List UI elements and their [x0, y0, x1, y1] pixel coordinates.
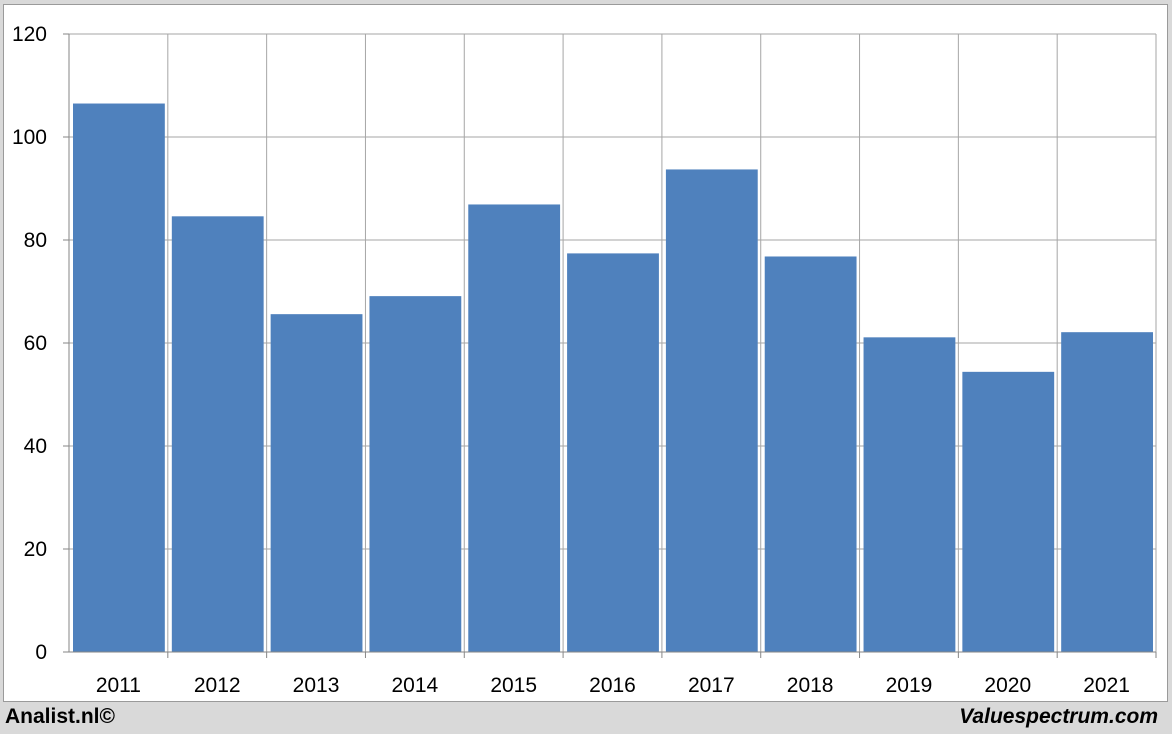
bar-2013	[270, 314, 363, 652]
bar-2011	[73, 103, 165, 652]
y-tick-label: 120	[12, 23, 47, 46]
x-tick-label: 2011	[96, 674, 141, 697]
x-tick-label: 2018	[787, 674, 834, 697]
x-tick-label: 2016	[589, 674, 636, 697]
x-tick-labels: 2011 2012 2013 2014 2015 2016 2017 2018 2019 2020…	[96, 674, 1130, 697]
bar-2016	[567, 253, 659, 652]
bar-2020	[962, 371, 1055, 652]
x-tick-label: 2019	[886, 674, 933, 697]
y-tick-labels: 0 20 40 60 80 100 120	[12, 23, 47, 664]
bars	[73, 103, 1153, 652]
axes	[63, 33, 1157, 658]
source-credit: Analist.nl©	[5, 705, 115, 728]
x-tick-label: 2013	[293, 674, 340, 697]
bar-chart: 0 20 40 60 80 100 120 2011 2012 2013 2014 2015 2016…	[12, 23, 1157, 697]
y-tick-label: 100	[12, 126, 47, 149]
x-tick-label: 2020	[984, 674, 1031, 697]
y-tick-label: 40	[24, 435, 47, 458]
bar-2015	[468, 204, 561, 652]
bar-2012	[171, 216, 264, 652]
bar-2019	[863, 337, 956, 652]
y-tick-label: 80	[24, 229, 47, 252]
x-tick-label: 2017	[688, 674, 735, 697]
x-tick-label: 2014	[392, 674, 439, 697]
bar-2017	[665, 169, 758, 652]
y-tick-label: 20	[24, 538, 47, 561]
x-tick-label: 2021	[1083, 674, 1130, 697]
bar-2014	[369, 296, 462, 652]
site-credit: Valuespectrum.com	[959, 705, 1158, 728]
x-tick-label: 2012	[194, 674, 241, 697]
y-tick-label: 0	[35, 641, 47, 664]
y-tick-label: 60	[24, 332, 47, 355]
x-tick-label: 2015	[490, 674, 537, 697]
bar-2018	[764, 256, 857, 652]
bar-2021	[1061, 332, 1153, 652]
